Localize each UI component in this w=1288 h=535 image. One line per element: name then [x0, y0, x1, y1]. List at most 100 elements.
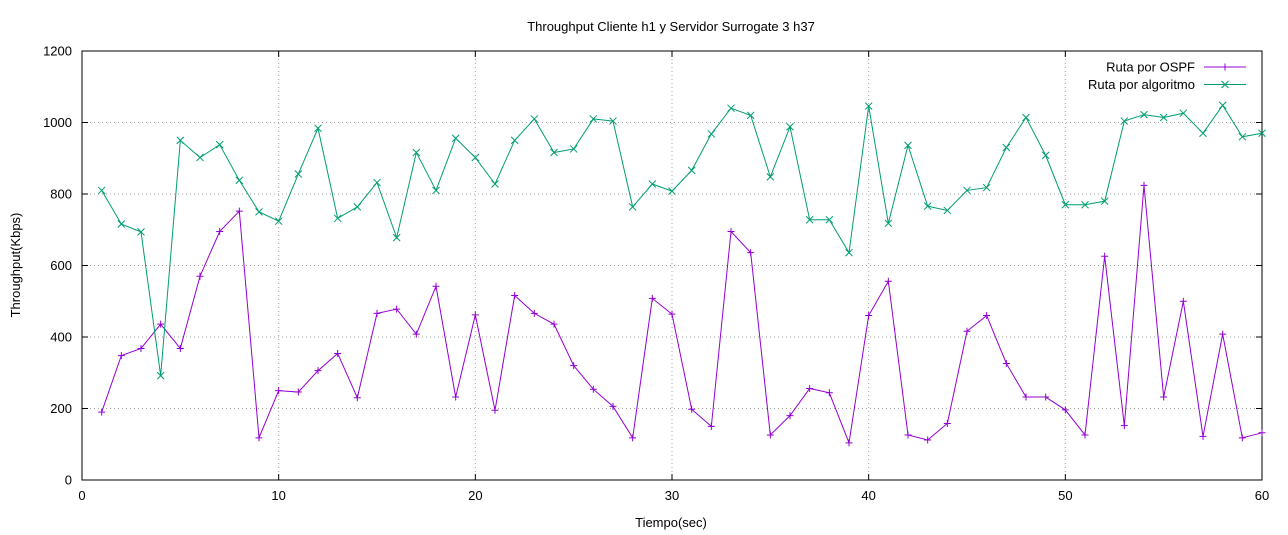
grid-lines — [82, 51, 1262, 480]
legend: Ruta por OSPF Ruta por algoritmo — [1088, 60, 1246, 92]
data-point — [923, 202, 932, 211]
data-point — [924, 436, 932, 444]
x-tick-label: 50 — [1058, 488, 1072, 503]
data-point — [294, 170, 303, 178]
data-point — [373, 309, 381, 317]
y-tick-label: 800 — [50, 187, 72, 202]
series-1 — [98, 181, 1266, 447]
data-point — [825, 389, 833, 397]
x-tick-label: 60 — [1255, 488, 1269, 503]
data-point — [1238, 132, 1247, 141]
data-point — [1179, 297, 1187, 305]
y-axis-label: Throughput(Kbps) — [8, 213, 23, 318]
data-point — [137, 228, 145, 236]
data-point — [845, 248, 853, 257]
data-point — [1140, 110, 1148, 119]
series-layer — [97, 101, 1266, 447]
legend-marker — [1221, 63, 1229, 71]
data-point — [904, 431, 912, 439]
y-tick-label: 1200 — [43, 44, 72, 59]
data-point — [137, 344, 145, 352]
data-point — [1219, 330, 1227, 338]
data-point — [294, 388, 302, 396]
data-point — [510, 136, 519, 145]
data-point — [373, 178, 381, 187]
data-point — [609, 402, 617, 410]
data-point — [530, 309, 538, 317]
data-point — [687, 166, 696, 175]
data-point — [1101, 252, 1109, 260]
data-point — [274, 217, 283, 226]
data-point — [983, 312, 991, 320]
data-point — [1002, 359, 1010, 367]
data-point — [747, 249, 755, 257]
data-point — [628, 203, 637, 211]
data-point — [1258, 129, 1266, 138]
x-tick-label: 0 — [78, 488, 85, 503]
x-tick-label: 40 — [861, 488, 875, 503]
data-point — [156, 371, 165, 380]
data-point — [157, 320, 165, 328]
data-point — [884, 277, 892, 285]
data-point — [727, 228, 735, 236]
data-point — [393, 305, 401, 313]
data-point — [569, 145, 578, 153]
data-point — [963, 327, 971, 335]
y-tick-label: 600 — [50, 258, 72, 273]
data-point — [766, 172, 775, 181]
data-point — [412, 148, 421, 157]
data-point — [491, 406, 499, 414]
data-point — [845, 439, 853, 447]
y-tick-label: 0 — [65, 473, 72, 488]
data-point — [1022, 113, 1030, 122]
x-tick-label: 10 — [271, 488, 285, 503]
data-point — [97, 186, 106, 195]
data-point — [1140, 181, 1148, 189]
data-point — [570, 362, 578, 370]
data-point — [746, 111, 755, 120]
data-point — [1081, 200, 1089, 209]
data-point — [1022, 393, 1030, 401]
data-point — [943, 206, 952, 215]
data-point — [648, 294, 656, 302]
data-point — [806, 384, 814, 392]
data-point — [550, 148, 558, 157]
data-point — [786, 122, 794, 131]
data-point — [668, 187, 676, 195]
data-point — [196, 272, 204, 280]
data-point — [314, 124, 322, 133]
data-point — [589, 115, 598, 123]
data-point — [176, 344, 184, 352]
data-point — [982, 183, 991, 192]
data-point — [865, 312, 873, 320]
data-point — [943, 420, 951, 428]
data-point — [412, 330, 420, 338]
data-point — [825, 215, 834, 224]
data-point — [1199, 129, 1207, 138]
series-line — [101, 104, 1263, 376]
data-point — [786, 412, 794, 420]
data-point — [1199, 432, 1207, 440]
data-point — [1218, 101, 1227, 110]
legend-item-1: Ruta por OSPF — [1106, 60, 1246, 75]
data-point — [864, 102, 873, 110]
chart-title: Throughput Cliente h1 y Servidor Surroga… — [527, 19, 815, 34]
data-point — [1042, 393, 1050, 401]
data-point — [884, 219, 893, 228]
data-point — [1100, 197, 1109, 206]
data-point — [904, 141, 912, 150]
x-tick-label: 20 — [468, 488, 482, 503]
legend-item-2: Ruta por algoritmo — [1088, 77, 1246, 92]
data-point — [255, 208, 263, 216]
data-point — [668, 310, 676, 318]
data-point — [117, 352, 125, 360]
data-point — [530, 115, 539, 123]
data-point — [805, 215, 814, 224]
y-tick-label: 400 — [50, 330, 72, 345]
data-point — [1120, 117, 1129, 125]
data-point — [216, 228, 224, 236]
x-tick-label: 30 — [665, 488, 679, 503]
data-point — [1238, 434, 1246, 442]
data-point — [511, 292, 519, 300]
